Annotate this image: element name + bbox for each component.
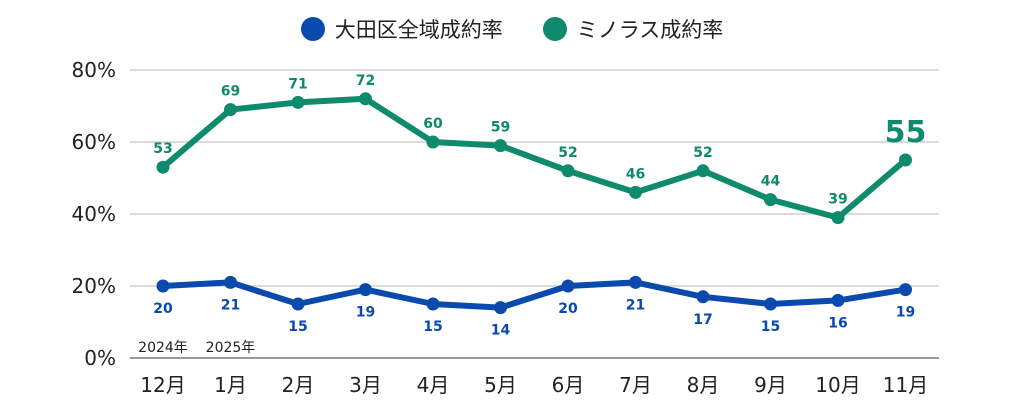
series-line: [160, 95, 909, 221]
data-point: [291, 297, 305, 311]
data-point: [156, 279, 170, 293]
data-label: 69: [221, 84, 240, 100]
data-point: [224, 275, 237, 289]
y-tick-label: 40%: [72, 202, 116, 226]
data-label: 14: [491, 323, 511, 339]
data-point: [831, 293, 845, 307]
data-point: [494, 139, 507, 153]
data-point: [359, 283, 372, 297]
data-point: [899, 153, 912, 167]
data-label: 53: [153, 141, 172, 157]
x-tick-label: 3月: [349, 373, 382, 397]
data-point: [494, 301, 507, 315]
x-tick-label: 10月: [815, 373, 860, 397]
data-label: 20: [558, 301, 578, 317]
data-label: 72: [356, 73, 375, 89]
data-label: 15: [761, 319, 780, 335]
y-tick-label: 60%: [72, 130, 116, 154]
x-tick-label: 2月: [282, 373, 315, 397]
data-label: 46: [626, 166, 645, 182]
legend-marker-minorasu: [542, 17, 567, 41]
data-point: [629, 185, 642, 199]
data-point: [359, 92, 372, 106]
data-point: [561, 164, 575, 178]
year-annotation: 2024年: [138, 340, 188, 356]
data-point: [224, 103, 237, 117]
data-point: [426, 135, 440, 149]
data-point: [764, 193, 777, 207]
data-label: 60: [423, 116, 443, 132]
y-tick-label: 80%: [72, 58, 116, 82]
data-label: 21: [221, 297, 240, 313]
data-point: [629, 275, 642, 289]
legend-label-minorasu: ミノラス成約率: [576, 18, 724, 42]
y-tick-label: 20%: [72, 274, 116, 298]
data-point: [764, 297, 777, 311]
series-layer: 20 21 15 19 15 14 20 21 17 15 16 19 53 69 71 72 60 59 52 46…: [153, 73, 926, 339]
data-point: [156, 160, 170, 174]
data-label: 21: [626, 297, 645, 313]
data-point: [291, 95, 305, 109]
data-point: [831, 211, 845, 225]
highlight-data-label: 55: [885, 115, 927, 150]
data-label: 39: [828, 192, 847, 208]
year-annotation: 2025年: [206, 340, 256, 356]
x-tick-label: 1月: [214, 373, 247, 397]
legend: 大田区全域成約率 ミノラス成約率: [0, 14, 1024, 44]
data-label: 15: [423, 319, 442, 335]
series-0: 20 21 15 19 15 14 20 21 17 15 16 19: [153, 275, 915, 339]
y-axis: 0% 20% 40% 60% 80%: [72, 58, 116, 370]
data-label: 52: [693, 145, 712, 161]
x-tick-label: 5月: [484, 373, 517, 397]
data-label: 52: [558, 145, 577, 161]
series-1: 53 69 71 72 60 59 52 46 52 44 39 55: [153, 73, 927, 225]
data-point: [899, 283, 912, 297]
x-tick-label: 8月: [687, 373, 720, 397]
data-label: 59: [491, 120, 510, 136]
data-label: 19: [896, 305, 915, 321]
data-point: [561, 279, 575, 293]
data-label: 20: [153, 301, 173, 317]
data-label: 16: [828, 315, 847, 331]
y-tick-label: 0%: [84, 346, 116, 370]
data-label: 71: [288, 76, 307, 92]
legend-item-minorasu: ミノラス成約率: [542, 14, 724, 44]
x-tick-label: 12月: [140, 373, 185, 397]
gridlines: [130, 69, 939, 359]
x-tick-label: 4月: [417, 373, 450, 397]
data-label: 15: [288, 319, 307, 335]
data-point: [696, 290, 710, 304]
data-label: 19: [356, 305, 375, 321]
legend-item-ota-ward: 大田区全域成約率: [300, 14, 503, 44]
data-label: 17: [693, 312, 712, 328]
x-tick-label: 11月: [883, 373, 928, 397]
x-tick-label: 9月: [754, 373, 787, 397]
data-point: [696, 164, 710, 178]
series-line: [160, 279, 909, 311]
data-point: [426, 297, 440, 311]
legend-marker-ota-ward: [300, 17, 325, 41]
data-label: 44: [761, 174, 781, 190]
x-tick-label: 6月: [552, 373, 585, 397]
x-tick-label: 7月: [619, 373, 652, 397]
x-axis: 12月 1月 2月 3月 4月 5月 6月 7月 8月 9月 10月 11月 2024年 2025年: [138, 340, 928, 397]
legend-label-ota-ward: 大田区全域成約率: [334, 18, 503, 42]
